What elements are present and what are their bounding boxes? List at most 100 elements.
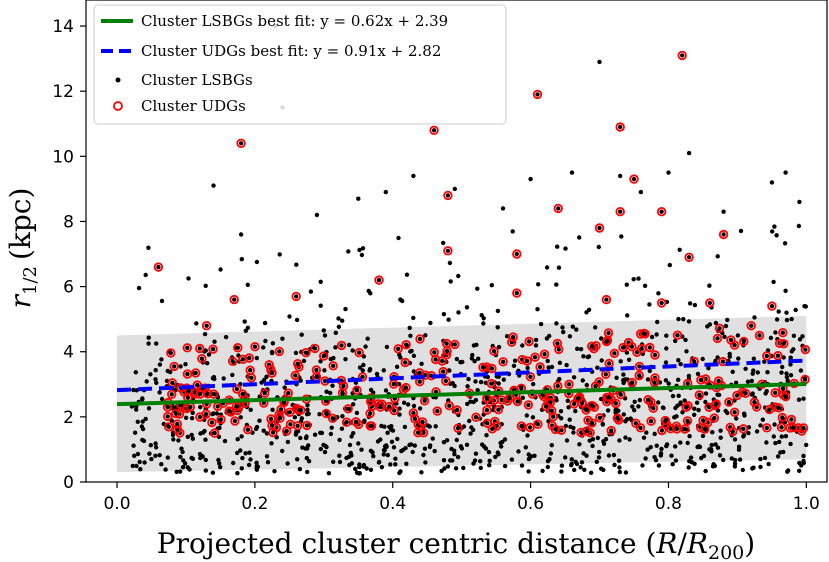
lsbg-point (217, 461, 222, 466)
legend-lsbg-fit-label: Cluster LSBGs best fit: y = 0.62x + 2.39 (141, 12, 448, 30)
lsbg-point (178, 454, 183, 460)
lsbg-point (709, 442, 714, 448)
udg-point (285, 419, 296, 429)
lsbg-point (163, 467, 168, 472)
lsbg-point (768, 335, 774, 341)
udg-point (336, 340, 347, 351)
lsbg-point (687, 301, 693, 306)
lsbg-point (153, 441, 158, 446)
lsbg-point (444, 438, 450, 443)
udg-point (487, 363, 497, 374)
lsbg-point (475, 388, 480, 393)
lsbg-point (261, 428, 266, 433)
udg-point-core (685, 418, 690, 424)
udg-point (740, 388, 751, 398)
udg-point-core (269, 370, 275, 376)
lsbg-point (735, 333, 741, 338)
udg-point-core (712, 415, 717, 421)
lsbg-point (357, 247, 362, 253)
lsbg-point (595, 365, 600, 370)
udg-point (615, 122, 625, 132)
lsbg-point (263, 338, 268, 344)
lsbg-point (280, 336, 285, 341)
udg-point (243, 425, 253, 435)
udg-point-core (791, 425, 796, 430)
lsbg-point (408, 442, 414, 447)
udg-point-core (484, 408, 490, 413)
udg-point (643, 395, 653, 405)
lsbg-point (360, 368, 365, 373)
udg-point-core (230, 359, 235, 364)
lsbg-point (388, 462, 393, 467)
udg-point-core (648, 419, 654, 424)
lsbg-point (448, 279, 453, 284)
udg-point (232, 384, 242, 394)
lsbg-point (654, 332, 659, 337)
lsbg-point (626, 357, 632, 362)
lsbg-point (357, 365, 363, 370)
lsbg-point (549, 364, 555, 370)
udg-point (635, 423, 646, 433)
lsbg-point (557, 376, 562, 382)
lsbg-point (464, 442, 470, 447)
lsbg-point (482, 444, 487, 449)
lsbg-point (496, 381, 501, 386)
udg-point (489, 346, 499, 356)
lsbg-point (447, 260, 453, 266)
lsbg-point (305, 469, 310, 475)
udg-point-core (445, 248, 451, 253)
lsbg-point (171, 437, 176, 442)
udg-point-core (185, 345, 190, 350)
lsbg-point (472, 359, 477, 364)
lsbg-point (669, 453, 674, 458)
udg-point-core (344, 420, 349, 425)
lsbg-point (362, 418, 367, 423)
lsbg-point (564, 362, 569, 368)
lsbg-point (755, 370, 760, 375)
lsbg-point (235, 437, 240, 442)
udg-point (637, 344, 647, 354)
udg-point (452, 405, 462, 415)
lsbg-point (189, 416, 195, 421)
udg-point-core (238, 141, 244, 146)
udg-point (202, 389, 213, 399)
lsbg-point (318, 303, 323, 308)
lsbg-point (624, 282, 629, 287)
lsbg-point (441, 458, 447, 463)
udg-point (443, 190, 453, 201)
lsbg-point (554, 282, 559, 287)
lsbg-point (397, 352, 402, 357)
lsbg-point (769, 180, 775, 185)
udg-point-core (639, 346, 644, 351)
lsbg-point (254, 355, 259, 361)
lsbg-point (499, 444, 504, 449)
lsbg-point (404, 272, 410, 277)
udg-point (581, 405, 591, 415)
lsbg-point (378, 437, 383, 442)
lsbg-point (773, 330, 778, 335)
lsbg-point (741, 434, 746, 439)
lsbg-point (148, 443, 153, 448)
lsbg-point (319, 430, 325, 436)
lsbg-point (146, 335, 151, 340)
lsbg-point (423, 460, 428, 465)
udg-point (704, 402, 714, 412)
udg-point (705, 298, 715, 308)
lsbg-point (641, 435, 647, 440)
lsbg-point (337, 459, 343, 465)
lsbg-point (484, 433, 489, 438)
lsbg-point (154, 380, 159, 385)
udg-point-core (473, 415, 479, 420)
udg-point-core (341, 383, 346, 389)
udg-point-core (668, 426, 673, 431)
lsbg-point (619, 234, 624, 239)
udg-point-core (412, 416, 418, 421)
udg-point (781, 392, 791, 402)
lsbg-point (502, 437, 508, 442)
lsbg-point (804, 442, 809, 448)
lsbg-point (189, 432, 194, 438)
lsbg-point (203, 437, 208, 442)
udg-point (530, 352, 540, 362)
lsbg-point (501, 377, 506, 382)
lsbg-point (681, 317, 686, 322)
